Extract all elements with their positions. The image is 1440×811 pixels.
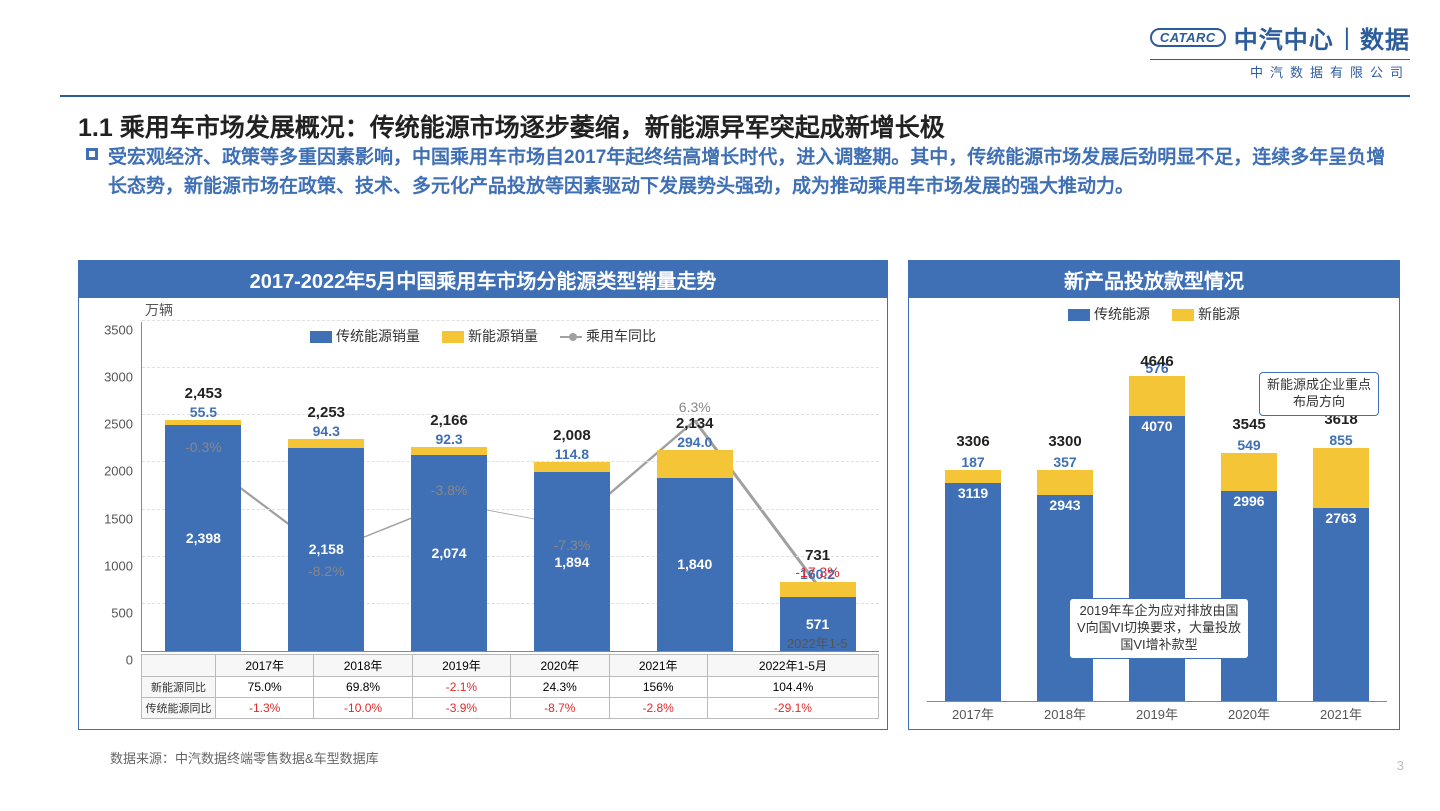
- header-rule: [60, 95, 1410, 97]
- left-chart-title: 2017-2022年5月中国乘用车市场分能源类型销量走势: [79, 261, 887, 298]
- table-cell: 24.3%: [511, 677, 609, 698]
- bar-total-label: 2,134: [657, 415, 733, 432]
- page-number: 3: [1397, 758, 1404, 773]
- table-cell: 104.4%: [707, 677, 878, 698]
- brand-sub: 中汽数据有限公司: [1150, 59, 1410, 81]
- table-cell: -2.8%: [609, 698, 707, 719]
- y-tick: 3500: [104, 323, 133, 338]
- y-tick: 0: [126, 653, 133, 668]
- bar-value-blue: 2,158: [288, 541, 364, 557]
- table-cell: -8.7%: [511, 698, 609, 719]
- brand-sep: |: [1344, 24, 1350, 52]
- bar-value-yellow: 855: [1313, 432, 1369, 448]
- callout-nev: 新能源成企业重点布局方向: [1259, 372, 1379, 416]
- legend-yellow-r: 新能源: [1198, 306, 1240, 322]
- x-tick: 2017年: [952, 704, 994, 723]
- table-cell: -1.3%: [216, 698, 314, 719]
- bar-value-yellow: 187: [945, 454, 1001, 470]
- bar-total-label: 2,008: [534, 427, 610, 444]
- bar-value-yellow: 357: [1037, 454, 1093, 470]
- x-tick: 2020年: [1228, 704, 1270, 723]
- brand-pill: CATARC: [1150, 28, 1226, 47]
- page-title: 1.1 乘用车市场发展概况：传统能源市场逐步萎缩，新能源异军突起成新增长极: [78, 108, 1400, 144]
- left-chart-panel: 2017-2022年5月中国乘用车市场分能源类型销量走势 万辆 传统能源销量 新…: [78, 260, 888, 730]
- y-axis-label: 万辆: [145, 300, 173, 320]
- x-tick: 2021年: [1320, 704, 1362, 723]
- line-point-label: 6.3%: [679, 399, 711, 415]
- table-row-name: 传统能源同比: [142, 698, 216, 719]
- line-point-label: -3.8%: [431, 482, 468, 498]
- bar-value-blue: 4070: [1129, 418, 1185, 434]
- right-chart-title: 新产品投放款型情况: [909, 261, 1399, 298]
- brand-header: CATARC 中汽中心 | 数据 中汽数据有限公司: [1150, 20, 1410, 81]
- table-cell: 75.0%: [216, 677, 314, 698]
- line-point-label: -8.2%: [308, 563, 345, 579]
- right-chart-panel: 新产品投放款型情况 传统能源 新能源 3119 187 3306 2017年 2943 3…: [908, 260, 1400, 730]
- table-cell: -2.1%: [412, 677, 510, 698]
- right-legend: 传统能源 新能源: [1068, 304, 1240, 324]
- y-tick: 2000: [104, 464, 133, 479]
- bar-value-yellow: 549: [1221, 437, 1277, 453]
- y-tick: 2500: [104, 417, 133, 432]
- y-tick: 1000: [104, 558, 133, 573]
- bar-value-yellow: 92.3: [411, 431, 487, 447]
- bar-value-yellow: 94.3: [288, 423, 364, 439]
- line-point-label: -0.3%: [185, 439, 222, 455]
- legend-blue-r: 传统能源: [1094, 306, 1150, 322]
- table-cell: -29.1%: [707, 698, 878, 719]
- bar-total-label: 2,166: [411, 412, 487, 429]
- bar-value-blue: 2943: [1037, 497, 1093, 513]
- brand-left: 中汽中心: [1234, 20, 1334, 55]
- bullet-icon: [86, 148, 98, 160]
- bar-value-yellow: 55.5: [165, 404, 241, 420]
- x-tick: 2019年: [1136, 704, 1178, 723]
- line-point-label: -17.3%: [795, 564, 839, 580]
- table-cell: -3.9%: [412, 698, 510, 719]
- y-tick: 1500: [104, 511, 133, 526]
- bar-total-label: 2,253: [288, 404, 364, 421]
- bar-total-label: 3306: [945, 433, 1001, 450]
- bar-value-blue: 571: [780, 616, 856, 632]
- table-cell: 156%: [609, 677, 707, 698]
- y-tick: 3000: [104, 370, 133, 385]
- bar-total-label: 3545: [1221, 416, 1277, 433]
- bar-total-label: 2,453: [165, 385, 241, 402]
- table-cell: -10.0%: [314, 698, 412, 719]
- callout-2019: 2019年车企为应对排放由国V向国VI切换要求，大量投放国VI增补款型: [1069, 598, 1249, 659]
- y-tick: 500: [111, 605, 133, 620]
- bar-value-blue: 1,840: [657, 556, 733, 572]
- bar-value-blue: 2763: [1313, 510, 1369, 526]
- bar-value-blue: 1,894: [534, 554, 610, 570]
- bar-value-yellow: 294.0: [657, 434, 733, 450]
- data-source-footnote: 数据来源：中汽数据终端零售数据&车型数据库: [110, 748, 379, 767]
- page-description: 受宏观经济、政策等多重因素影响，中国乘用车市场自2017年起终结高增长时代，进入…: [108, 144, 1400, 201]
- bar-value-blue: 2996: [1221, 493, 1277, 509]
- bar-value-blue: 2,074: [411, 545, 487, 561]
- table-row-name: 新能源同比: [142, 677, 216, 698]
- bar-total-label: 731: [780, 547, 856, 564]
- bar-total-label: 4646: [1129, 353, 1185, 370]
- table-cell: 69.8%: [314, 677, 412, 698]
- line-point-label: -7.3%: [554, 537, 591, 553]
- bar-total-label: 3300: [1037, 433, 1093, 450]
- x-tick: 2018年: [1044, 704, 1086, 723]
- left-comparison-table: 2017年2018年2019年2020年2021年2022年1-5月新能源同比7…: [141, 654, 879, 730]
- bar-value-blue: 3119: [945, 485, 1001, 501]
- bar-value-yellow: 114.8: [534, 446, 610, 462]
- bar-value-blue: 2,398: [165, 530, 241, 546]
- brand-right: 数据: [1360, 20, 1410, 55]
